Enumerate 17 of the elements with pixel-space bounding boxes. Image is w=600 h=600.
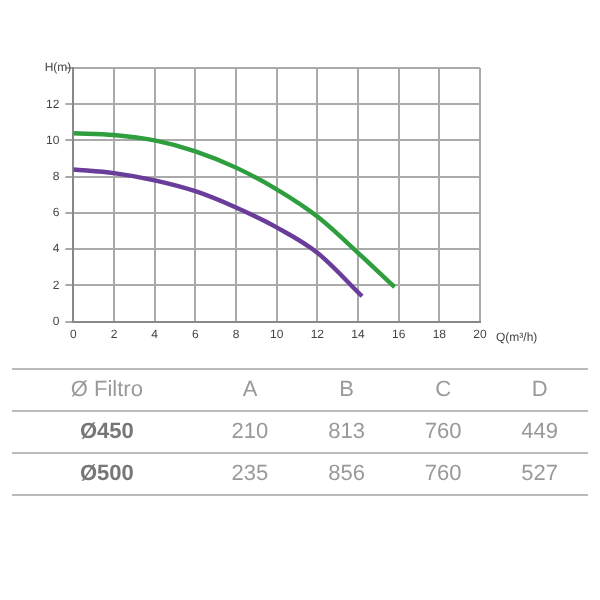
text: Ø500 (12, 453, 202, 495)
text: 527 (491, 453, 588, 495)
line-series (73, 167, 365, 299)
text: B (298, 369, 395, 411)
text: 760 (394, 411, 492, 453)
text: 813 (298, 411, 395, 453)
text: 449 (491, 411, 588, 453)
text: 210 (201, 411, 299, 453)
text: 760 (394, 453, 492, 495)
text: Ø Filtro (12, 369, 202, 411)
text: A (201, 369, 299, 411)
text: D (491, 369, 588, 411)
text: 856 (298, 453, 395, 495)
line-series (73, 131, 397, 290)
text: C (394, 369, 492, 411)
text: 235 (201, 453, 299, 495)
text: Ø450 (12, 411, 202, 453)
